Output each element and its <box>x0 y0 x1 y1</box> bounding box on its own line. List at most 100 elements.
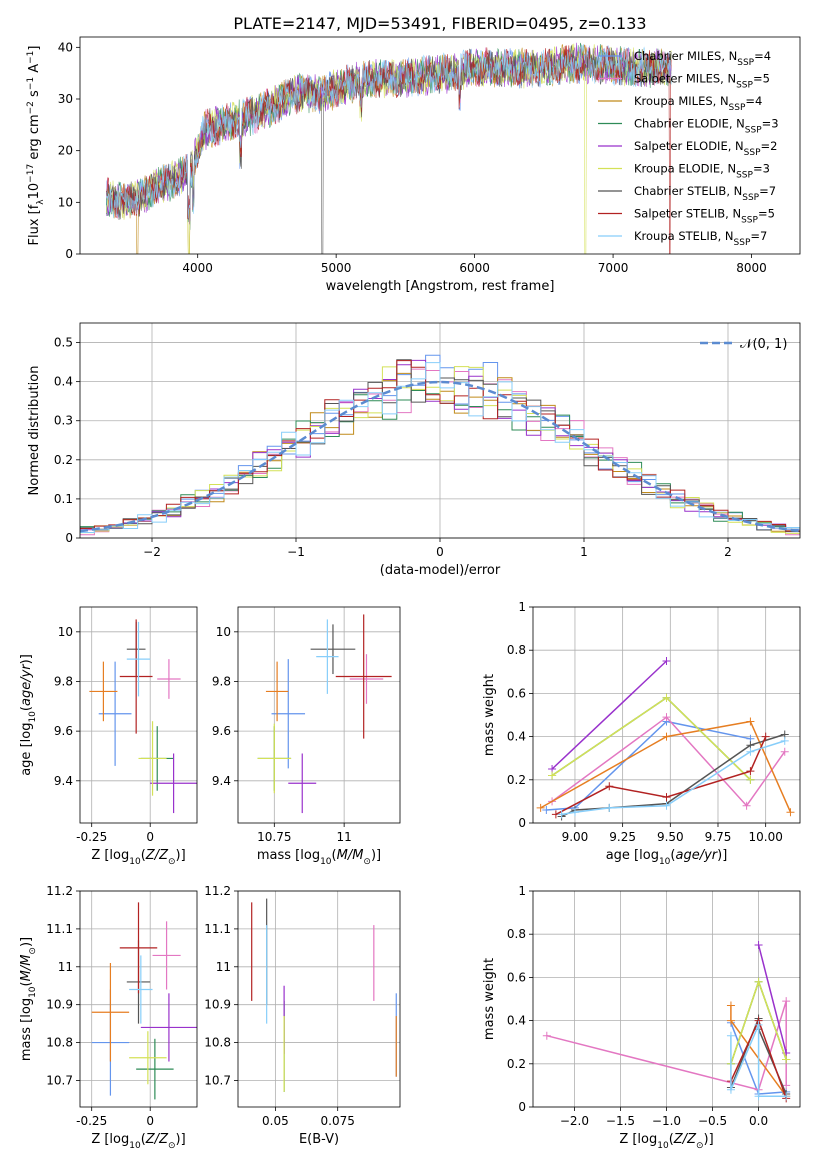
label-part: 10 <box>28 986 38 998</box>
x-axis-label: E(B-V) <box>299 1132 339 1147</box>
y-tick-label: 0.8 <box>507 927 526 941</box>
x-tick-label: 9.50 <box>657 830 684 844</box>
label-part: ⊙ <box>168 857 176 867</box>
y-tick-label: 11.1 <box>204 922 231 936</box>
data-marker <box>782 1081 791 1090</box>
data-marker <box>662 793 671 802</box>
label-part: )] <box>19 654 34 664</box>
label-part: mass [log <box>257 848 320 863</box>
x-axis-label: wavelength [Angstrom, rest frame] <box>326 279 555 294</box>
data-marker <box>754 1020 763 1029</box>
label-part: mass weight <box>482 958 497 1040</box>
label-part: Kroupa STELIB, N <box>634 229 734 243</box>
y-tick-label: 10.9 <box>46 998 73 1012</box>
data-marker <box>786 808 795 817</box>
histogram-step <box>80 360 800 532</box>
axes-weight_vs_Z: −2.0 −1.5 −1.0 −0.5 0.0 0 0.2 0.4 0.6 0.8 1 Z [log1… <box>482 884 801 1151</box>
y-tick-label: 1 <box>518 600 526 614</box>
data-marker <box>754 941 763 949</box>
data-marker <box>746 775 755 784</box>
plot-area-mass_vs_EBV <box>251 898 397 1092</box>
x-tick-label: 9.75 <box>705 830 732 844</box>
data-marker <box>605 782 614 791</box>
x-tick-label: 0.075 <box>321 1114 355 1128</box>
y-tick-label: 10 <box>58 625 73 639</box>
y-tick-label: 9.8 <box>212 674 231 688</box>
label-part: ( <box>141 1132 146 1147</box>
y-tick-label: 0 <box>65 247 73 261</box>
data-marker <box>782 1055 791 1064</box>
series-salpeter-miles <box>548 713 789 810</box>
errorbar-point <box>335 614 392 739</box>
series-salpeter-elodie <box>754 941 791 1057</box>
label-part: age [log <box>19 723 34 776</box>
x-tick-label: 0.05 <box>262 1114 289 1128</box>
axes-frame <box>79 322 801 539</box>
y-tick-label: 11 <box>58 960 73 974</box>
label-part: −2 <box>26 101 36 114</box>
label-part: A <box>27 64 42 77</box>
data-marker <box>662 713 671 722</box>
x-tick-label: 7000 <box>598 261 629 275</box>
y-tick-label: 0.5 <box>54 336 73 350</box>
y-tick-label: 0.3 <box>54 414 73 428</box>
data-marker <box>782 1092 791 1101</box>
label-part: 10 <box>129 857 141 867</box>
label-part: =2 <box>761 139 778 153</box>
y-tick-label: 40 <box>58 40 73 54</box>
y-tick-label: 0.1 <box>54 492 73 506</box>
legend-label: Kroupa ELODIE, NSSP=3 <box>634 162 770 181</box>
label-part: Kroupa MILES, N <box>634 94 729 108</box>
label-part: )] <box>717 848 727 863</box>
series-line <box>540 720 792 813</box>
y-tick-label: 0.2 <box>507 1057 526 1071</box>
data-marker <box>754 1092 763 1101</box>
series-salpeter-elodie <box>548 657 671 773</box>
x-tick-label: −1.5 <box>606 1114 635 1128</box>
data-marker <box>780 747 789 756</box>
x-tick-label: −1.0 <box>652 1114 681 1128</box>
label-part: Z/Z <box>673 1132 697 1147</box>
x-tick-label: 2 <box>724 545 732 559</box>
label-part: age [log <box>606 848 659 863</box>
y-tick-label: 10.7 <box>46 1073 73 1087</box>
plot-area-weight_vs_age <box>536 657 795 821</box>
axes-spectrum: 4000 5000 6000 7000 8000 0 10 20 30 40 wavelength … <box>26 36 801 294</box>
series-line <box>551 696 751 781</box>
data-marker <box>536 803 545 812</box>
axes-frame <box>532 890 801 1108</box>
series-kroupa-stelib <box>726 1020 791 1101</box>
x-tick-label: 0 <box>436 545 444 559</box>
label-part: ( <box>332 848 337 863</box>
y-tick-label: 9.4 <box>212 774 231 788</box>
label-part: SSP <box>742 193 759 203</box>
data-marker <box>746 747 755 756</box>
label-part: −1 <box>26 77 36 90</box>
label-part: Normed distribution <box>27 366 42 496</box>
label-part: Z [log <box>619 1132 657 1147</box>
data-marker <box>542 806 551 815</box>
label-part: ] <box>27 46 42 51</box>
label-part: )] <box>176 1132 186 1147</box>
plot-area-age_vs_Z <box>89 619 197 814</box>
label-part: 10 <box>28 711 38 723</box>
axes-frame <box>532 606 801 824</box>
label-part: mass [log <box>19 998 34 1061</box>
axes-frame <box>237 890 401 1108</box>
legend-gaussian-label: 𝒩(0, 1) <box>740 337 787 352</box>
data-marker <box>662 801 671 810</box>
label-part: ( <box>669 1132 674 1147</box>
label-part: 10 <box>129 1141 141 1151</box>
data-marker <box>761 732 770 741</box>
label-part: Chabrier ELODIE, N <box>634 117 745 131</box>
y-tick-label: 10.9 <box>204 998 231 1012</box>
label-part: wavelength [Angstrom, rest frame] <box>326 279 555 294</box>
x-tick-label: 0.0 <box>749 1114 768 1128</box>
label-part: (data-model)/error <box>380 563 501 578</box>
y-tick-label: 1 <box>518 884 526 898</box>
label-part: =5 <box>758 207 775 221</box>
label-part: )] <box>371 848 381 863</box>
label-part: ( <box>670 848 675 863</box>
